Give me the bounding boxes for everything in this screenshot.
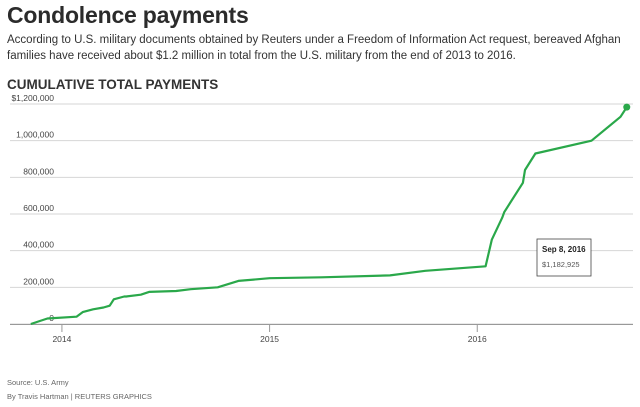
x-tick-label: 2015 — [260, 334, 279, 344]
end-point[interactable] — [623, 103, 631, 111]
credit-note: By Travis Hartman | REUTERS GRAPHICS — [7, 392, 152, 401]
y-tick-label: 400,000 — [23, 240, 54, 250]
page-title: Condolence payments — [7, 2, 249, 28]
x-axis: 2014 2015 2016 — [10, 324, 633, 344]
chart-title: CUMULATIVE TOTAL PAYMENTS — [7, 77, 219, 92]
y-tick-label: 1,000,000 — [16, 130, 54, 140]
x-tick-label: 2014 — [52, 334, 71, 344]
source-note: Source: U.S. Army — [7, 378, 69, 387]
x-tick-label: 2016 — [468, 334, 487, 344]
tooltip: Sep 8, 2016 $1,182,925 — [536, 238, 592, 277]
series-line — [30, 106, 628, 326]
y-tick-label: 800,000 — [23, 166, 54, 176]
description: According to U.S. military documents obt… — [7, 34, 621, 62]
y-tick-label: $1,200,000 — [11, 93, 54, 103]
tooltip-date: Sep 8, 2016 — [542, 245, 586, 254]
tooltip-value: $1,182,925 — [542, 260, 580, 269]
y-axis: 0200,000400,000600,000800,0001,000,000$1… — [11, 93, 54, 323]
tooltip-box — [536, 238, 592, 277]
y-tick-label: 600,000 — [23, 203, 54, 213]
line-chart: 2014 2015 2016 0200,000400,000600,000800,0… — [10, 93, 633, 344]
gridlines — [10, 103, 633, 325]
y-tick-label: 200,000 — [23, 276, 54, 286]
